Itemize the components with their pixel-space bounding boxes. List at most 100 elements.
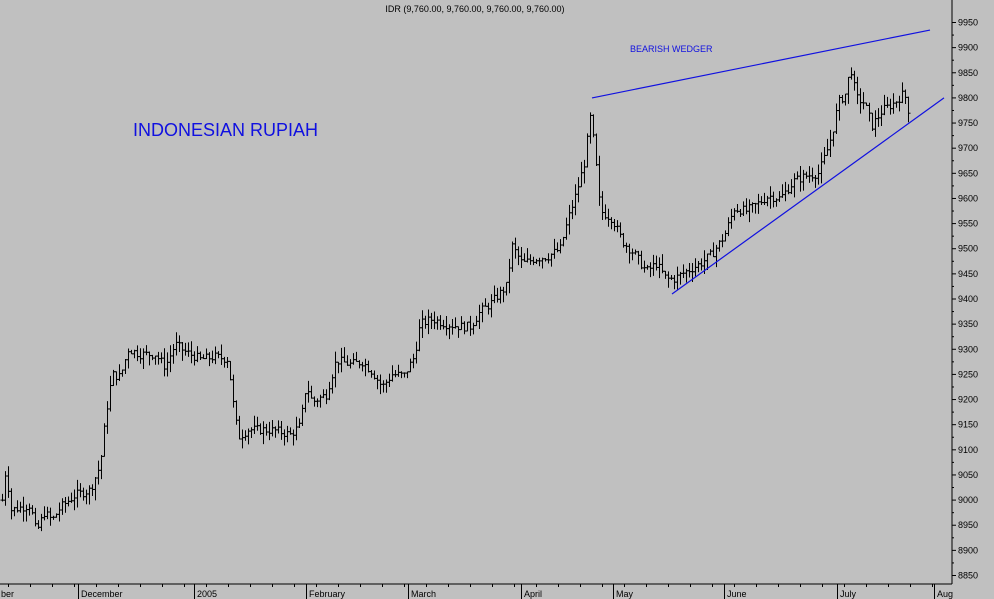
price-bar [531, 256, 536, 266]
y-tick-label: 9200 [958, 395, 978, 405]
price-bar [177, 335, 182, 353]
price-bar [780, 184, 785, 198]
price-bar [477, 304, 482, 329]
price-bar [450, 318, 455, 335]
price-bars [0, 67, 911, 532]
price-bar [552, 238, 557, 259]
price-bar [582, 159, 587, 184]
price-bar [627, 243, 632, 264]
price-bar [186, 342, 191, 357]
price-bar [834, 103, 839, 135]
price-bar [492, 285, 497, 304]
price-bar [885, 96, 890, 108]
y-tick-label: 9000 [958, 495, 978, 505]
price-bar [441, 319, 446, 330]
price-bar [345, 355, 350, 366]
price-bar [669, 274, 674, 280]
price-bar [837, 94, 842, 121]
price-bar [354, 351, 359, 362]
price-bar [21, 496, 26, 522]
price-bar [798, 165, 803, 192]
price-bar [897, 95, 902, 112]
price-bar [591, 114, 596, 138]
price-bar [807, 166, 812, 183]
y-tick-label: 9700 [958, 143, 978, 153]
price-bar [39, 513, 44, 532]
price-bar [747, 199, 752, 223]
price-bar [813, 174, 818, 188]
price-bar [546, 253, 551, 264]
price-bar [99, 454, 104, 480]
price-bar [327, 381, 332, 401]
price-bar [78, 483, 83, 498]
price-bar [255, 416, 260, 431]
x-tick-label: February [309, 589, 346, 599]
price-bar [123, 359, 128, 374]
x-axis: ber December 2005 February March April May June… [0, 583, 953, 599]
price-bar [771, 191, 776, 208]
price-bar [381, 380, 386, 393]
price-bar [153, 355, 158, 365]
price-bar [165, 352, 170, 377]
price-bar [501, 286, 506, 303]
price-bar [180, 341, 185, 361]
price-bar [462, 321, 467, 335]
y-tick-label: 9050 [958, 470, 978, 480]
price-bar [687, 262, 692, 278]
y-tick-label: 9500 [958, 244, 978, 254]
price-bar [360, 361, 365, 372]
price-bar [384, 379, 389, 393]
y-tick-label: 9800 [958, 93, 978, 103]
price-bar [723, 230, 728, 242]
price-bar [93, 477, 98, 501]
y-axis: 8850 8900 8950 9000 9050 9100 9150 9200 9250 9300… [951, 0, 978, 584]
price-bar [576, 177, 581, 203]
price-bar [342, 347, 347, 363]
price-bar [756, 193, 761, 214]
price-bar [525, 248, 530, 263]
price-bar [504, 281, 509, 296]
price-bar [315, 398, 320, 408]
price-bar [348, 359, 353, 369]
price-bar [63, 496, 68, 513]
y-tick-label: 9450 [958, 269, 978, 279]
price-bar [510, 241, 515, 272]
price-bar [651, 254, 656, 276]
price-bar [804, 171, 809, 179]
price-bar [765, 195, 770, 207]
price-bar [294, 416, 299, 441]
price-bar [573, 184, 578, 216]
price-bar [810, 167, 815, 182]
price-bar [243, 430, 248, 441]
price-bar [291, 429, 296, 446]
price-bar [597, 155, 602, 206]
y-tick-label: 9750 [958, 118, 978, 128]
annotation-bearish-wedger: BEARISH WEDGER [630, 44, 713, 54]
y-tick-label: 8850 [958, 571, 978, 581]
price-bar [519, 246, 524, 269]
price-bar [96, 460, 101, 485]
price-bar [141, 348, 146, 370]
price-bar [483, 298, 488, 307]
price-bar [240, 429, 245, 449]
price-bar [801, 169, 806, 191]
price-bar [393, 370, 398, 378]
price-bar [321, 389, 326, 399]
price-bar [408, 358, 413, 373]
x-tick-label: December [81, 589, 123, 599]
price-bar [570, 200, 575, 220]
price-bar [870, 112, 875, 132]
x-tick-label: Aug [937, 589, 953, 599]
price-bar [456, 326, 461, 338]
price-bar [120, 369, 125, 377]
price-bar [675, 266, 680, 291]
x-tick-label: April [524, 589, 542, 599]
price-bar [309, 385, 314, 399]
price-bar [528, 254, 533, 265]
price-bar [51, 515, 56, 520]
price-bar [6, 466, 11, 498]
price-bar [495, 287, 500, 303]
y-tick-label: 8950 [958, 520, 978, 530]
price-bar [168, 345, 173, 373]
price-bar [375, 374, 380, 390]
